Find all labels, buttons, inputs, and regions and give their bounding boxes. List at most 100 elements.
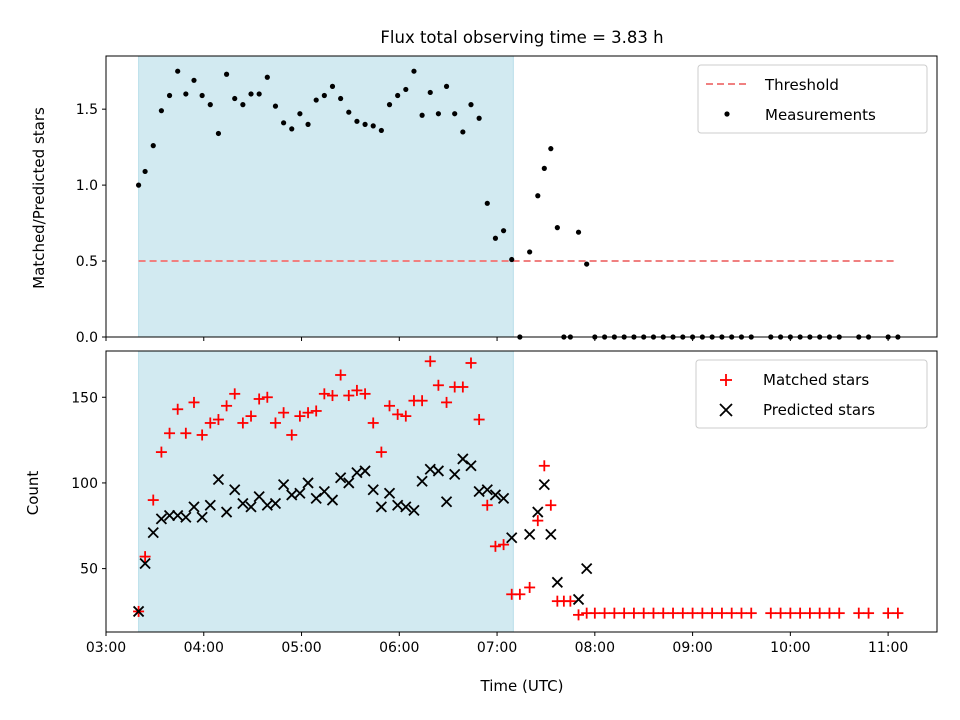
measurement-point: [289, 126, 295, 132]
predicted-star-point: [277, 479, 290, 491]
measurement-point: [395, 92, 401, 99]
bottom-y-axis-label: Count: [24, 471, 42, 516]
matched-star-point: [139, 551, 151, 563]
measurement-point: [297, 111, 303, 117]
predicted-star-point: [551, 576, 563, 588]
matched-star-point: [302, 407, 314, 419]
measurement-point: [535, 193, 541, 199]
matched-star-point: [538, 460, 550, 472]
measurement-point: [554, 225, 560, 231]
measurement-point: [403, 86, 409, 93]
matched-star-point: [794, 607, 806, 619]
y-tick-label: 150: [71, 390, 98, 406]
predicted-star-point: [302, 477, 314, 489]
matched-star-point: [221, 400, 233, 412]
bottom-panel-frame: [105, 350, 938, 633]
x-tick-label: 11:00: [868, 640, 908, 656]
measurement-point: [362, 121, 368, 127]
measurement-point: [142, 168, 148, 175]
predicted-star-point: [132, 605, 145, 618]
predicted-star-point: [334, 472, 347, 484]
matched-star-point: [155, 446, 167, 458]
matched-star-point: [892, 607, 904, 619]
x-tick-label: 07:00: [477, 640, 517, 656]
predicted-star-point: [400, 501, 412, 513]
matched-star-point: [735, 607, 747, 619]
measurement-point: [321, 92, 327, 99]
measurement-point: [183, 91, 189, 97]
measurement-point: [500, 228, 507, 234]
matched-star-point: [172, 403, 184, 415]
measurement-point: [411, 68, 417, 74]
measurement-point: [484, 200, 490, 206]
measurement-point: [541, 165, 547, 171]
matched-star-point: [716, 607, 728, 619]
measurement-point: [150, 143, 156, 149]
top-legend: Threshold Measurements: [697, 64, 928, 134]
predicted-star-point: [188, 501, 200, 513]
matched-star-point: [804, 607, 816, 619]
legend-matched-label: Matched stars: [763, 371, 869, 389]
matched-star-point: [164, 427, 176, 439]
measurement-point: [158, 108, 164, 114]
matched-star-point: [489, 540, 501, 552]
predicted-star-point: [497, 492, 510, 504]
matched-star-point: [564, 595, 576, 607]
measurement-point: [191, 77, 197, 83]
measurement-point: [548, 146, 554, 152]
matched-star-point: [882, 607, 894, 619]
predicted-star-point: [367, 484, 379, 496]
matched-star-point: [318, 388, 330, 400]
measurement-point: [264, 74, 270, 80]
matched-star-point: [524, 581, 536, 593]
matched-star-point: [687, 607, 699, 619]
legend-measurements-label: Measurements: [765, 106, 876, 124]
predicted-star-point: [180, 511, 192, 523]
bottom-legend: Matched stars Predicted stars: [695, 359, 928, 429]
measurement-point: [452, 111, 458, 117]
x-tick-label: 05:00: [281, 640, 321, 656]
predicted-star-point: [457, 453, 469, 465]
matched-star-point: [677, 607, 689, 619]
legend-measurements-swatch: [724, 111, 730, 117]
legend-threshold-label: Threshold: [764, 76, 839, 94]
measurement-point: [248, 91, 254, 97]
observing-interval-shade: [138, 350, 514, 633]
matched-star-point: [384, 400, 396, 412]
matched-star-point: [432, 379, 444, 391]
matched-star-point: [286, 429, 298, 441]
measurement-point: [135, 182, 142, 188]
y-tick-label: 100: [71, 476, 98, 492]
matched-star-point: [465, 357, 477, 369]
x-tick-label: 06:00: [379, 640, 419, 656]
matched-star-point: [245, 410, 257, 422]
predicted-star-point: [147, 526, 159, 539]
matched-star-point: [823, 607, 835, 619]
matched-star-point: [628, 607, 640, 619]
measurement-point: [476, 115, 482, 121]
matched-star-point: [269, 417, 281, 429]
predicted-star-point: [545, 528, 557, 540]
predicted-star-point: [139, 557, 151, 570]
chart-title: Flux total observing time = 3.83 h: [380, 28, 663, 47]
matched-star-point: [745, 607, 757, 619]
matched-star-point: [481, 499, 493, 511]
measurement-point: [281, 120, 287, 126]
matched-star-point: [667, 607, 679, 619]
bottom-panel: 50 100 150 03:00 04:00 05:00 06:00 07:00 08:00 0…: [24, 350, 938, 695]
bottom-legend-box: [695, 359, 928, 429]
predicted-star-point: [310, 492, 322, 504]
predicted-star-point: [343, 477, 355, 489]
measurement-point: [509, 256, 515, 263]
matched-star-point: [545, 499, 557, 511]
predicted-star-point: [269, 497, 282, 510]
predicted-star-point: [204, 499, 216, 511]
matched-star-point: [589, 607, 601, 619]
predicted-star-point: [155, 513, 168, 525]
measurement-point: [378, 127, 384, 134]
predicted-star-point: [465, 460, 477, 472]
measurement-point: [492, 235, 499, 241]
measurement-point: [370, 123, 376, 129]
predicted-star-point: [581, 562, 593, 575]
x-axis-label: Time (UTC): [480, 677, 564, 695]
